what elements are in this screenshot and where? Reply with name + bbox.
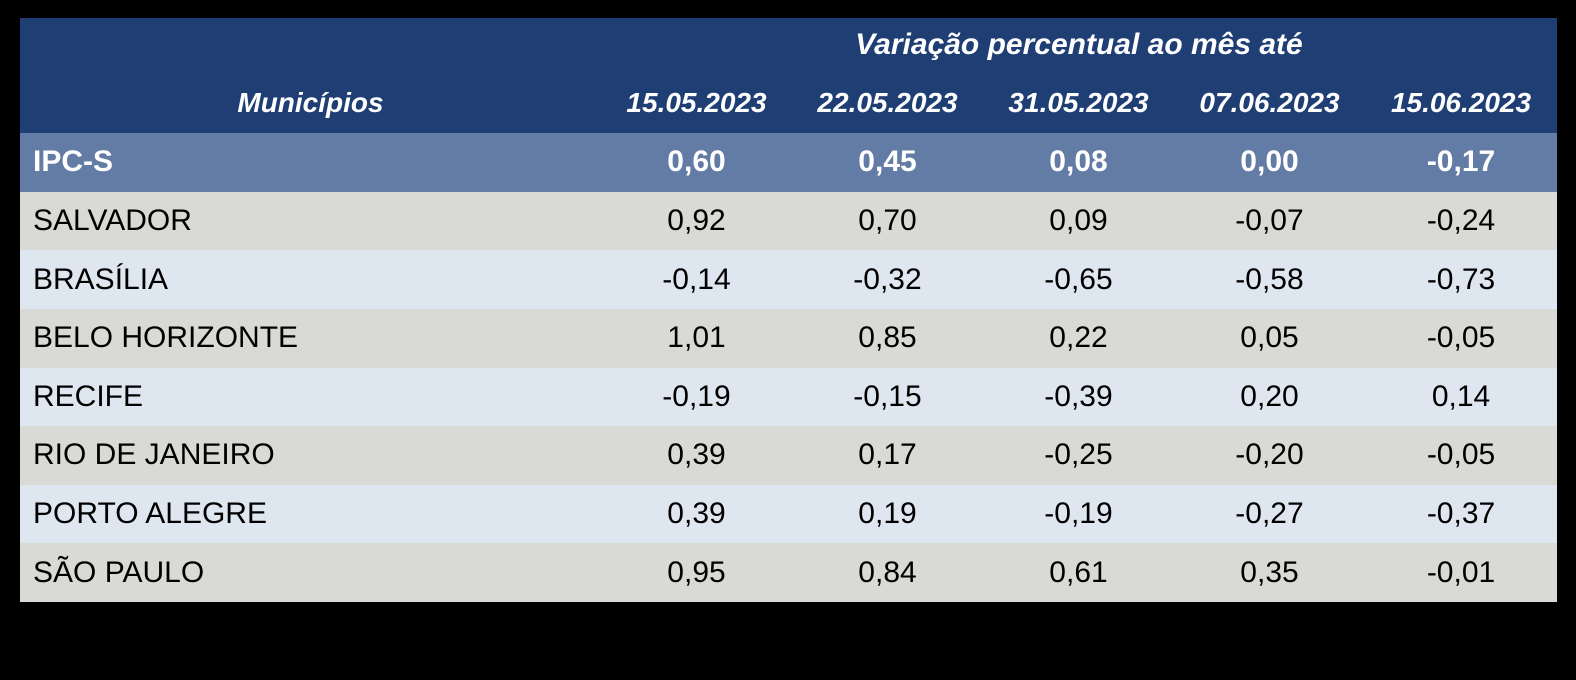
- cell-value: -0,20: [1174, 426, 1365, 485]
- table-row-rio-de-janeiro: RIO DE JANEIRO 0,39 0,17 -0,25 -0,20 -0,…: [20, 426, 1558, 485]
- cell-value: 0,00: [1174, 133, 1365, 192]
- cell-value: 0,61: [983, 543, 1174, 602]
- table-row-recife: RECIFE -0,19 -0,15 -0,39 0,20 0,14: [20, 367, 1558, 427]
- row-label: RIO DE JANEIRO: [20, 426, 601, 485]
- row-label: BRASÍLIA: [20, 250, 601, 309]
- cell-value: 0,09: [983, 191, 1174, 251]
- header-columns-row: Municípios 15.05.2023 22.05.2023 31.05.2…: [20, 72, 1558, 133]
- cell-value: -0,65: [983, 250, 1174, 309]
- cell-value: 0,08: [983, 133, 1174, 192]
- cell-value: 0,45: [792, 133, 983, 192]
- cell-value: 0,39: [601, 484, 792, 544]
- row-label: SALVADOR: [20, 191, 601, 251]
- table-header: Variação percentual ao mês até Município…: [20, 18, 1558, 133]
- cell-value: -0,39: [983, 367, 1174, 427]
- cell-value: 0,35: [1174, 543, 1365, 602]
- column-header-date-1: 15.05.2023: [601, 72, 792, 133]
- cell-value: 0,19: [792, 484, 983, 544]
- cell-value: -0,27: [1174, 484, 1365, 544]
- cell-value: 0,39: [601, 426, 792, 485]
- cell-value: 0,05: [1174, 308, 1365, 368]
- column-header-municipios: Municípios: [20, 72, 601, 133]
- column-header-date-5: 15.06.2023: [1365, 72, 1558, 133]
- row-label: RECIFE: [20, 367, 601, 427]
- cell-value: 1,01: [601, 308, 792, 368]
- cell-value: 0,17: [792, 426, 983, 485]
- column-header-date-4: 07.06.2023: [1174, 72, 1365, 133]
- cell-value: -0,15: [792, 367, 983, 427]
- ipcs-variation-table: Variação percentual ao mês até Município…: [20, 18, 1558, 602]
- cell-value: -0,19: [601, 367, 792, 427]
- cell-value: -0,24: [1365, 191, 1558, 251]
- cell-value: 0,20: [1174, 367, 1365, 427]
- cell-value: 0,14: [1365, 367, 1558, 427]
- table-row-belo-horizonte: BELO HORIZONTE 1,01 0,85 0,22 0,05 -0,05: [20, 308, 1558, 368]
- cell-value: -0,07: [1174, 191, 1365, 251]
- cell-value: -0,25: [983, 426, 1174, 485]
- cell-value: -0,37: [1365, 484, 1558, 544]
- cell-value: -0,58: [1174, 250, 1365, 309]
- cell-value: -0,19: [983, 484, 1174, 544]
- cell-value: -0,14: [601, 250, 792, 309]
- header-group-row: Variação percentual ao mês até: [20, 18, 1558, 72]
- cell-value: -0,05: [1365, 308, 1558, 368]
- header-empty-corner: [20, 18, 601, 72]
- row-label: IPC-S: [20, 133, 601, 192]
- cell-value: 0,92: [601, 191, 792, 251]
- table-row-ipcs: IPC-S 0,60 0,45 0,08 0,00 -0,17: [20, 133, 1558, 192]
- cell-value: 0,84: [792, 543, 983, 602]
- cell-value: -0,32: [792, 250, 983, 309]
- table-row-porto-alegre: PORTO ALEGRE 0,39 0,19 -0,19 -0,27 -0,37: [20, 484, 1558, 544]
- cell-value: -0,73: [1365, 250, 1558, 309]
- table-row-salvador: SALVADOR 0,92 0,70 0,09 -0,07 -0,24: [20, 191, 1558, 251]
- cell-value: 0,60: [601, 133, 792, 192]
- row-label: PORTO ALEGRE: [20, 484, 601, 544]
- row-label: SÃO PAULO: [20, 543, 601, 602]
- table-row-sao-paulo: SÃO PAULO 0,95 0,84 0,61 0,35 -0,01: [20, 543, 1558, 602]
- table-row-brasilia: BRASÍLIA -0,14 -0,32 -0,65 -0,58 -0,73: [20, 250, 1558, 309]
- cell-value: 0,85: [792, 308, 983, 368]
- cell-value: 0,95: [601, 543, 792, 602]
- cell-value: -0,05: [1365, 426, 1558, 485]
- column-header-date-3: 31.05.2023: [983, 72, 1174, 133]
- table-body: IPC-S 0,60 0,45 0,08 0,00 -0,17 SALVADOR…: [20, 133, 1558, 602]
- column-header-date-2: 22.05.2023: [792, 72, 983, 133]
- cell-value: 0,22: [983, 308, 1174, 368]
- header-group-title: Variação percentual ao mês até: [601, 18, 1558, 72]
- row-label: BELO HORIZONTE: [20, 308, 601, 368]
- cell-value: 0,70: [792, 191, 983, 251]
- cell-value: -0,01: [1365, 543, 1558, 602]
- ipcs-variation-table-container: Variação percentual ao mês até Município…: [20, 18, 1558, 602]
- cell-value: -0,17: [1365, 133, 1558, 192]
